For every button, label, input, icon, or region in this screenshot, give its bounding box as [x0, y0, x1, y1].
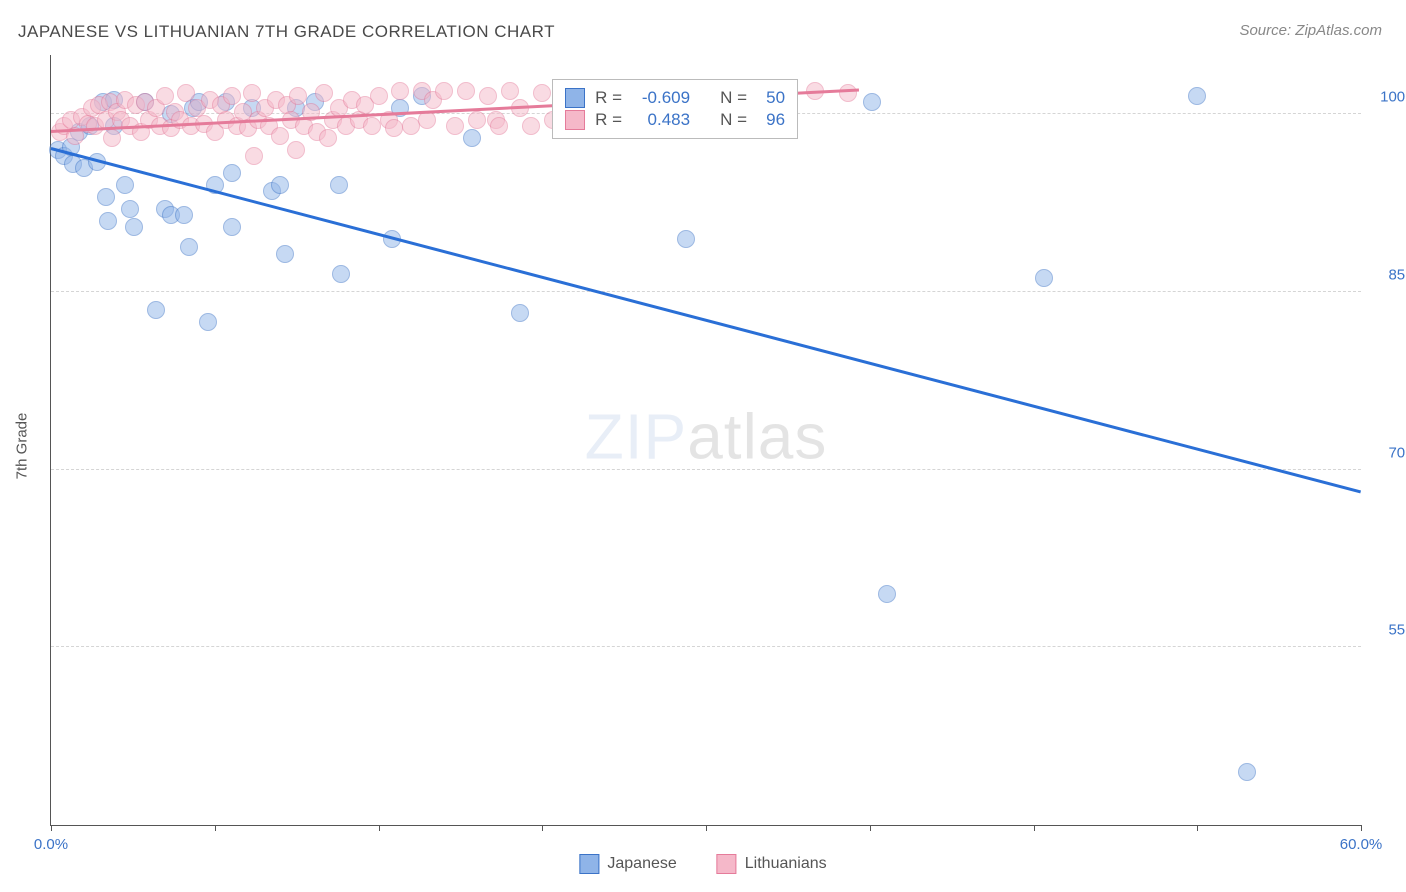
n-value: 50	[757, 88, 785, 108]
scatter-point	[223, 164, 241, 182]
x-tick	[1197, 825, 1198, 831]
scatter-point	[839, 84, 857, 102]
scatter-point	[271, 176, 289, 194]
y-tick-label: 100.0%	[1371, 89, 1406, 106]
gridline	[51, 291, 1361, 292]
scatter-point	[1188, 87, 1206, 105]
x-tick	[51, 825, 52, 831]
scatter-point	[1238, 763, 1256, 781]
legend-item-japanese: Japanese	[579, 854, 676, 874]
bottom-legend: Japanese Lithuanians	[579, 854, 826, 874]
y-axis-label: 7th Grade	[14, 413, 31, 480]
y-tick-label: 85.0%	[1371, 266, 1406, 283]
scatter-point	[501, 82, 519, 100]
scatter-point	[245, 147, 263, 165]
legend-swatch	[565, 110, 585, 130]
r-label: R =	[595, 88, 622, 108]
chart-title: JAPANESE VS LITHUANIAN 7TH GRADE CORRELA…	[18, 22, 555, 42]
correlation-legend: R = -0.609 N = 50 R = 0.483 N = 96	[552, 79, 798, 139]
scatter-point	[363, 117, 381, 135]
x-tick	[379, 825, 380, 831]
r-value: 0.483	[632, 110, 690, 130]
x-tick	[215, 825, 216, 831]
scatter-point	[533, 84, 551, 102]
scatter-point	[180, 238, 198, 256]
scatter-point	[468, 111, 486, 129]
n-value: 96	[757, 110, 785, 130]
scatter-point	[147, 301, 165, 319]
x-tick	[1034, 825, 1035, 831]
scatter-point	[878, 585, 896, 603]
scatter-point	[332, 265, 350, 283]
watermark-zip: ZIP	[585, 400, 688, 472]
scatter-point	[385, 119, 403, 137]
x-tick-label: 0.0%	[34, 836, 68, 853]
x-tick-label: 60.0%	[1340, 836, 1383, 853]
legend-item-lithuanians: Lithuanians	[717, 854, 827, 874]
scatter-point	[276, 245, 294, 263]
watermark: ZIPatlas	[585, 399, 828, 473]
scatter-point	[490, 117, 508, 135]
scatter-point	[125, 218, 143, 236]
scatter-point	[287, 141, 305, 159]
scatter-point	[446, 117, 464, 135]
scatter-point	[391, 82, 409, 100]
scatter-point	[289, 87, 307, 105]
scatter-point	[99, 212, 117, 230]
scatter-point	[457, 82, 475, 100]
scatter-point	[319, 129, 337, 147]
scatter-point	[121, 200, 139, 218]
gridline	[51, 646, 1361, 647]
r-value: -0.609	[632, 88, 690, 108]
watermark-rest: atlas	[687, 400, 827, 472]
scatter-point	[175, 206, 193, 224]
scatter-point	[103, 129, 121, 147]
scatter-point	[418, 111, 436, 129]
scatter-point	[97, 188, 115, 206]
y-tick-label: 70.0%	[1371, 444, 1406, 461]
scatter-point	[677, 230, 695, 248]
scatter-point	[863, 93, 881, 111]
legend-swatch	[565, 88, 585, 108]
scatter-point	[223, 218, 241, 236]
scatter-point	[435, 82, 453, 100]
scatter-point	[199, 313, 217, 331]
scatter-point	[330, 176, 348, 194]
legend-row: R = 0.483 N = 96	[565, 110, 785, 130]
trend-line	[51, 147, 1362, 493]
legend-swatch-lithuanians	[717, 854, 737, 874]
scatter-point	[271, 127, 289, 145]
scatter-point	[522, 117, 540, 135]
r-label: R =	[595, 110, 622, 130]
x-tick	[1361, 825, 1362, 831]
scatter-point	[370, 87, 388, 105]
source-attribution: Source: ZipAtlas.com	[1239, 22, 1382, 39]
plot-area: ZIPatlas 55.0%70.0%85.0%100.0%0.0%60.0%	[50, 55, 1361, 826]
legend-swatch-japanese	[579, 854, 599, 874]
legend-label-lithuanians: Lithuanians	[745, 855, 827, 873]
x-tick	[542, 825, 543, 831]
n-label: N =	[720, 88, 747, 108]
scatter-point	[315, 84, 333, 102]
legend-label-japanese: Japanese	[607, 855, 676, 873]
scatter-point	[1035, 269, 1053, 287]
scatter-point	[511, 304, 529, 322]
x-tick	[706, 825, 707, 831]
y-tick-label: 55.0%	[1371, 622, 1406, 639]
scatter-point	[243, 84, 261, 102]
legend-row: R = -0.609 N = 50	[565, 88, 785, 108]
x-tick	[870, 825, 871, 831]
gridline	[51, 469, 1361, 470]
scatter-point	[463, 129, 481, 147]
scatter-point	[116, 176, 134, 194]
scatter-point	[479, 87, 497, 105]
n-label: N =	[720, 110, 747, 130]
